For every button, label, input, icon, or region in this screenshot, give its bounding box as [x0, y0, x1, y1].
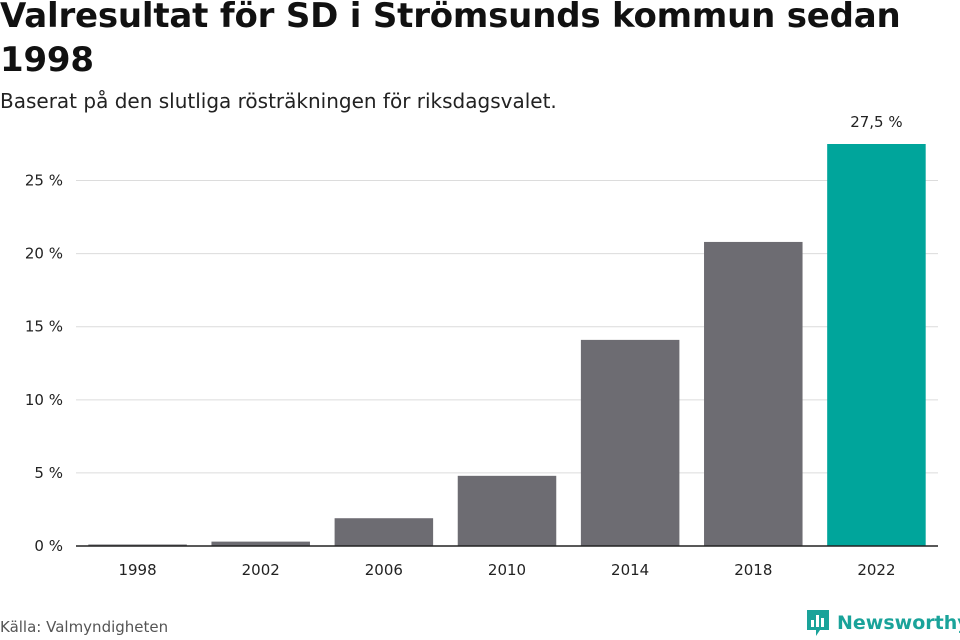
x-tick-label: 2002: [242, 561, 280, 579]
x-tick-label: 2006: [365, 561, 403, 579]
newsworthy-logo-icon: [807, 610, 829, 636]
bar-2010: [457, 475, 557, 546]
data-label: 27,5 %: [850, 113, 902, 131]
bar-2018: [704, 241, 803, 546]
x-tick-label: 2022: [857, 561, 895, 579]
bar-2014: [580, 339, 680, 546]
grid-lines: [76, 180, 938, 474]
x-tick-label: 1998: [118, 561, 156, 579]
y-axis-ticks: 0 % 5 % 10 % 15 % 20 % 25 %: [25, 172, 63, 555]
y-tick-label: 15 %: [25, 318, 63, 336]
y-tick-label: 5 %: [34, 464, 63, 482]
brand-name: Newsworthy: [837, 612, 960, 634]
y-tick-label: 10 %: [25, 391, 63, 409]
y-tick-label: 25 %: [25, 172, 63, 190]
brand-logo[interactable]: Newsworthy: [805, 608, 960, 638]
y-tick-label: 0 %: [34, 537, 63, 555]
source-note: Källa: Valmyndigheten: [0, 618, 169, 636]
bar-2022: [827, 144, 926, 546]
x-tick-label: 2010: [488, 561, 526, 579]
x-tick-label: 2014: [611, 561, 649, 579]
bar-chart: 0 % 5 % 10 % 15 % 20 % 25 % 1998 2002 2006 2010 2…: [25, 113, 938, 579]
y-tick-label: 20 %: [25, 245, 63, 263]
bar-2002: [211, 541, 310, 546]
bars: [88, 144, 926, 546]
x-axis-ticks: 1998 2002 2006 2010 2014 2018 2022: [118, 561, 895, 579]
chart-title: Valresultat för SD i Strömsunds kommun s…: [0, 0, 901, 80]
data-labels: 27,5 %: [850, 113, 902, 131]
x-tick-label: 2018: [734, 561, 772, 579]
bar-2006: [334, 518, 434, 546]
chart-subtitle: Baserat på den slutliga rösträkningen fö…: [0, 89, 557, 113]
